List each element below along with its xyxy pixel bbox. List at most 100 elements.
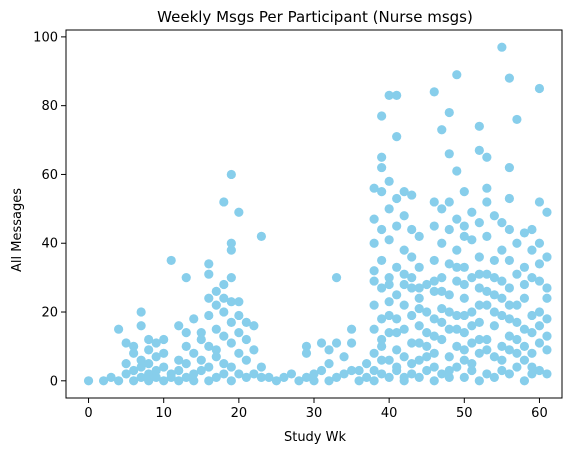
data-point	[256, 372, 266, 382]
data-point	[534, 321, 545, 331]
data-point	[346, 324, 357, 334]
data-point	[407, 224, 417, 235]
data-point	[437, 334, 447, 345]
x-tick-label: 50	[456, 406, 473, 421]
data-point	[422, 365, 432, 376]
data-point	[309, 376, 319, 386]
data-point	[264, 372, 274, 382]
data-point	[519, 355, 530, 365]
data-point	[234, 328, 244, 338]
data-point	[211, 286, 221, 296]
data-point	[392, 290, 402, 300]
data-point	[369, 183, 379, 193]
data-point	[234, 348, 244, 358]
data-point	[377, 314, 387, 324]
data-point	[121, 359, 131, 369]
data-point	[504, 314, 514, 324]
data-point	[144, 334, 154, 345]
data-point	[482, 345, 492, 355]
data-point	[392, 90, 402, 100]
data-point	[181, 359, 191, 369]
data-point	[196, 334, 206, 345]
data-point	[504, 369, 514, 379]
data-point	[384, 297, 394, 307]
data-point	[489, 352, 499, 362]
data-point	[369, 266, 379, 276]
data-point	[241, 372, 251, 382]
data-point	[219, 331, 229, 341]
data-point	[181, 273, 191, 283]
data-point	[151, 352, 161, 362]
data-point	[414, 231, 424, 241]
data-point	[369, 348, 379, 358]
data-point	[452, 276, 462, 286]
data-point	[377, 224, 387, 235]
data-point	[444, 197, 454, 207]
data-point	[519, 262, 530, 272]
data-point	[482, 286, 492, 296]
data-point	[226, 362, 236, 372]
data-point	[444, 372, 454, 382]
data-point	[437, 273, 447, 283]
data-point	[362, 372, 372, 382]
data-point	[444, 352, 454, 362]
data-point	[377, 369, 387, 379]
data-point	[534, 276, 545, 286]
data-point	[301, 372, 312, 382]
data-point	[377, 355, 387, 365]
data-point	[219, 369, 229, 379]
data-point	[324, 359, 334, 369]
data-point	[437, 125, 447, 135]
data-point	[399, 279, 409, 290]
data-point	[444, 307, 454, 317]
data-point	[174, 376, 184, 386]
data-point	[211, 352, 221, 362]
data-point	[467, 338, 477, 348]
data-point	[399, 352, 409, 362]
data-point	[497, 276, 507, 286]
data-point	[519, 279, 530, 290]
data-point	[459, 187, 469, 197]
data-point	[384, 372, 394, 382]
data-point	[369, 300, 379, 310]
data-point	[219, 197, 229, 207]
data-point	[452, 310, 462, 321]
data-point	[527, 369, 537, 379]
data-point	[166, 255, 176, 266]
data-point	[354, 376, 364, 386]
data-point	[452, 341, 462, 352]
data-point	[512, 334, 522, 345]
data-point	[241, 317, 251, 327]
data-point	[151, 372, 161, 382]
data-point	[377, 341, 387, 352]
data-point	[504, 345, 514, 355]
data-point	[249, 369, 259, 379]
data-point	[114, 324, 124, 334]
data-point	[474, 376, 484, 386]
data-point	[512, 317, 522, 327]
data-point	[399, 324, 409, 334]
data-point	[234, 310, 244, 321]
data-point	[174, 355, 184, 365]
data-point	[196, 355, 206, 365]
data-point	[166, 369, 176, 379]
data-point	[189, 348, 199, 358]
data-point	[459, 231, 469, 241]
data-point	[519, 293, 530, 303]
data-point	[377, 152, 387, 162]
data-point	[497, 218, 507, 228]
data-point	[392, 193, 402, 204]
data-point	[512, 348, 522, 358]
x-axis-title: Study Wk	[284, 430, 347, 445]
data-point	[204, 362, 214, 372]
x-axis-ticks: 0 10 20 30 40 50 60	[84, 398, 548, 421]
data-point	[452, 324, 462, 334]
data-point	[467, 359, 477, 369]
data-point	[459, 293, 469, 303]
data-point	[241, 334, 251, 345]
data-point	[504, 300, 514, 310]
data-point	[226, 273, 236, 283]
data-point	[407, 359, 417, 369]
data-point	[392, 262, 402, 272]
data-point	[369, 324, 379, 334]
